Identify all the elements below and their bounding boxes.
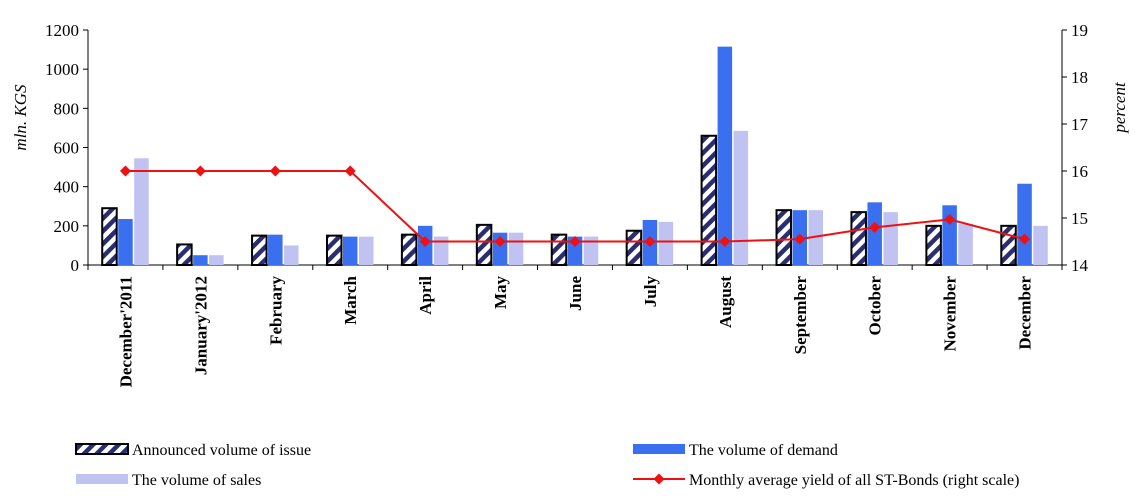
bar-0-5 — [475, 223, 493, 267]
yield-point-4 — [419, 236, 431, 247]
bar-1-10 — [867, 202, 882, 265]
legend: Announced volume of issue The volume of d… — [75, 442, 1019, 489]
left-tick-label: 800 — [54, 99, 80, 118]
yield-point-5 — [494, 236, 506, 247]
y-right-title: percent — [1110, 81, 1129, 134]
category-label-10: October — [866, 276, 885, 336]
bar-1-2 — [268, 234, 283, 265]
left-tick-label: 1200 — [45, 21, 79, 40]
bar-1-0 — [118, 218, 133, 265]
bar-0-0 — [101, 207, 118, 266]
left-tick-label: 200 — [54, 217, 80, 236]
yield-point-8 — [719, 236, 731, 247]
legend-marker-3 — [653, 473, 665, 485]
left-tick-label: 400 — [54, 178, 80, 197]
bar-1-1 — [193, 255, 208, 265]
bar-2-7 — [658, 221, 674, 265]
right-tick-label: 15 — [1071, 209, 1088, 228]
yield-point-11 — [944, 213, 956, 225]
bar-0-10 — [850, 211, 867, 266]
category-label-12: December — [1016, 276, 1035, 350]
bar-2-12 — [1033, 225, 1048, 265]
bar-2-10 — [883, 212, 898, 265]
yield-point-3 — [344, 165, 356, 177]
left-tick-label: 1000 — [45, 60, 79, 79]
left-tick-label: 0 — [71, 256, 80, 275]
bar-2-5 — [508, 232, 524, 265]
yield-point-0 — [119, 165, 131, 177]
legend-swatch-0 — [75, 443, 129, 455]
bar-0-2 — [251, 234, 268, 266]
yield-point-7 — [644, 236, 656, 247]
bar-2-3 — [358, 236, 374, 265]
bar-0-7 — [625, 229, 643, 267]
category-label-7: July — [641, 276, 660, 308]
legend-label-3: Monthly average yield of all ST-Bonds (r… — [689, 472, 1019, 489]
right-tick-label: 17 — [1071, 115, 1089, 134]
category-label-8: August — [716, 276, 735, 328]
category-label-0: December'2011 — [116, 276, 135, 387]
category-label-3: March — [341, 275, 360, 324]
legend-label-0: Announced volume of issue — [132, 442, 311, 459]
yield-point-6 — [569, 236, 581, 247]
line-layer — [119, 165, 1031, 247]
legend-label-2: The volume of sales — [132, 472, 261, 489]
bar-2-11 — [958, 223, 973, 265]
left-tick-label: 600 — [54, 139, 80, 158]
bar-1-6 — [567, 236, 583, 265]
bar-2-2 — [284, 245, 299, 265]
category-label-5: May — [491, 276, 510, 310]
legend-swatch-1 — [633, 444, 685, 454]
bar-0-3 — [325, 234, 343, 266]
bar-1-8 — [717, 46, 733, 266]
yield-point-2 — [269, 165, 281, 177]
right-tick-label: 16 — [1071, 162, 1088, 181]
bars-layer — [101, 46, 1048, 267]
bar-1-3 — [342, 236, 358, 265]
bar-2-1 — [209, 255, 224, 265]
category-label-2: February — [266, 276, 285, 345]
labels-layer: December'2011 January'2012 February March Ap… — [116, 275, 1034, 387]
yield-point-1 — [194, 165, 206, 177]
y-left-title: mln. KGS — [11, 84, 30, 151]
category-label-11: November — [941, 276, 960, 352]
bar-0-11 — [925, 224, 942, 266]
bar-2-4 — [433, 236, 449, 265]
right-tick-label: 14 — [1071, 256, 1089, 275]
bar-0-6 — [550, 233, 568, 266]
yield-point-9 — [794, 233, 806, 245]
category-label-4: April — [416, 276, 435, 315]
bar-0-4 — [400, 233, 418, 266]
bar-0-1 — [176, 243, 193, 266]
legend-swatch-2 — [76, 474, 128, 484]
bar-0-8 — [700, 134, 718, 266]
yield-point-10 — [869, 221, 881, 233]
bar-0-9 — [775, 209, 793, 267]
category-label-9: September — [791, 276, 810, 355]
bar-2-6 — [583, 236, 599, 265]
yield-point-12 — [1019, 233, 1031, 245]
category-label-6: June — [566, 276, 585, 311]
axes-layer: 0 200 400 600 800 1000 1200 14 15 16 17 18 19 mln. KG… — [11, 21, 1129, 275]
bar-2-8 — [733, 130, 749, 265]
category-label-1: January'2012 — [191, 276, 210, 375]
bar-1-12 — [1017, 183, 1032, 265]
bar-0-12 — [1000, 224, 1017, 266]
bar-2-0 — [134, 158, 149, 265]
right-tick-label: 19 — [1071, 21, 1088, 40]
legend-label-1: The volume of demand — [689, 442, 838, 459]
right-tick-label: 18 — [1071, 68, 1088, 87]
